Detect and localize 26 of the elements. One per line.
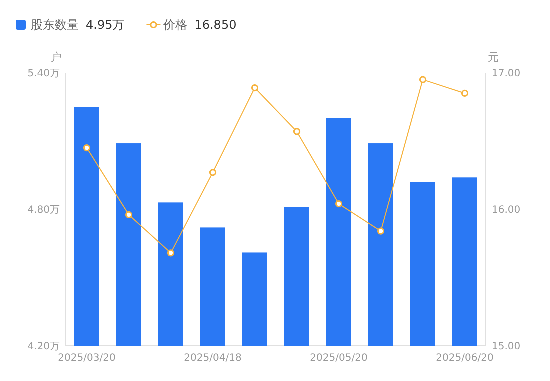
y2-tick-label: 16.00: [492, 205, 521, 216]
x-tick-label: 2025/04/18: [184, 353, 242, 364]
point: [209, 169, 217, 176]
y2-tick-label: 15.00: [492, 342, 521, 352]
point: [251, 84, 259, 92]
y2-axis-title: 元: [488, 51, 499, 64]
y2-tick-label: 17.00: [492, 68, 521, 80]
point: [335, 200, 343, 208]
y-tick-label: 4.20万: [28, 342, 60, 352]
y-tick-label: 5.40万: [28, 68, 60, 80]
y-tick-label: 4.80万: [28, 205, 60, 216]
point: [167, 250, 175, 257]
text: 4.95万: [86, 18, 125, 32]
legend-label: 价格: [162, 18, 188, 32]
point: [125, 211, 133, 219]
point: [419, 76, 427, 84]
x-tick-label: 2025/05/20: [310, 353, 368, 364]
x-tick-label: 2025/03/20: [58, 353, 116, 364]
legend-label: 股东数量: [31, 18, 79, 32]
point: [377, 228, 385, 235]
y-axis-title: 户: [51, 51, 62, 64]
point: [293, 128, 301, 136]
point: [461, 90, 469, 98]
text: 16.850: [194, 18, 237, 32]
x-tick-label: 2025/06/20: [436, 353, 494, 364]
point: [83, 144, 91, 152]
